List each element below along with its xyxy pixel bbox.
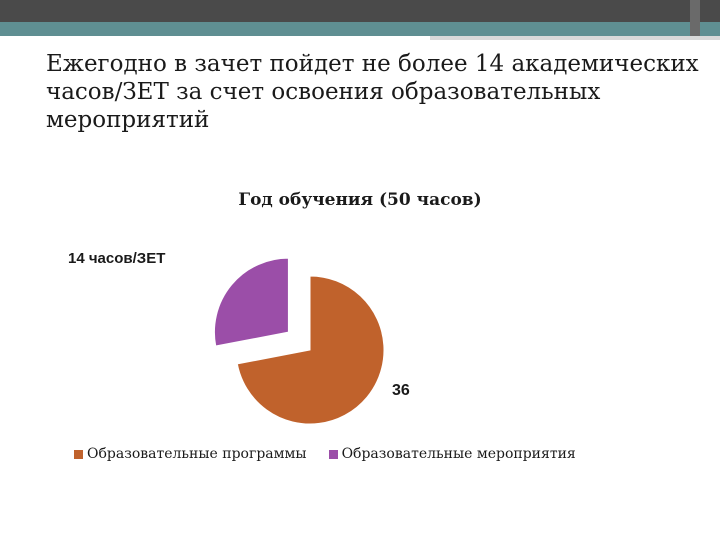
data-label-events: 14 часов/ЗЕТ xyxy=(68,250,166,267)
header-band xyxy=(0,0,720,48)
pie-slice-programs xyxy=(236,275,385,425)
header-strip-gray xyxy=(430,36,720,40)
pie-slice-events xyxy=(213,257,289,347)
legend-swatch-programs xyxy=(74,449,83,459)
pie-chart xyxy=(213,257,385,425)
legend-label-programs: Образовательные программы xyxy=(87,446,307,462)
legend-item-programs: Образовательные программы xyxy=(74,446,307,462)
header-strip xyxy=(0,36,430,39)
data-label-programs: 36 xyxy=(392,382,410,399)
header-band-teal xyxy=(0,22,720,36)
legend-label-events: Образовательные мероприятия xyxy=(341,446,576,462)
legend-swatch-events xyxy=(328,449,338,459)
header-band-dark xyxy=(0,0,720,22)
chart-legend: Образовательные программы Образовательны… xyxy=(74,446,714,462)
chart-title: Год обучения (50 часов) xyxy=(238,190,482,210)
header-accent xyxy=(690,0,700,36)
slide-title: Ежегодно в зачет пойдет не более 14 акад… xyxy=(46,51,699,133)
legend-item-events: Образовательные мероприятия xyxy=(328,446,576,462)
